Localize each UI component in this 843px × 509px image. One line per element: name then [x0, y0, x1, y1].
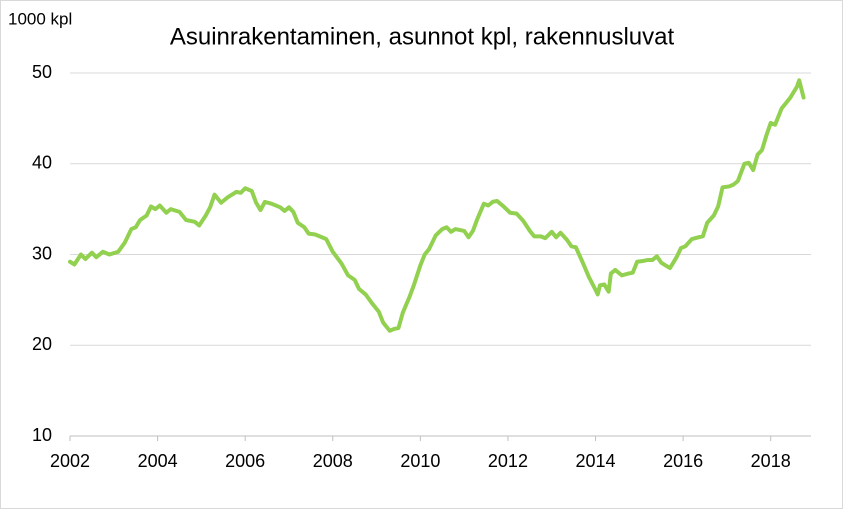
- x-tick-label: 2010: [400, 451, 440, 471]
- y-axis-label: 1000 kpl: [8, 9, 72, 28]
- data-line: [68, 78, 806, 333]
- x-tick-label: 2012: [488, 451, 528, 471]
- y-tick-label: 20: [32, 334, 52, 354]
- y-tick-label: 10: [32, 425, 52, 445]
- x-tick-label: 2004: [138, 451, 178, 471]
- y-tick-label: 30: [32, 243, 52, 263]
- x-tick-label: 2002: [50, 451, 90, 471]
- y-tick-label: 50: [32, 62, 52, 82]
- x-tick-label: 2018: [751, 451, 791, 471]
- x-tick-label: 2006: [225, 451, 265, 471]
- x-tick-label: 2014: [576, 451, 616, 471]
- chart-title: Asuinrakentaminen, asunnot kpl, rakennus…: [170, 23, 675, 50]
- y-tick-label: 40: [32, 153, 52, 173]
- x-tick-label: 2016: [663, 451, 703, 471]
- x-tick-label: 2008: [313, 451, 353, 471]
